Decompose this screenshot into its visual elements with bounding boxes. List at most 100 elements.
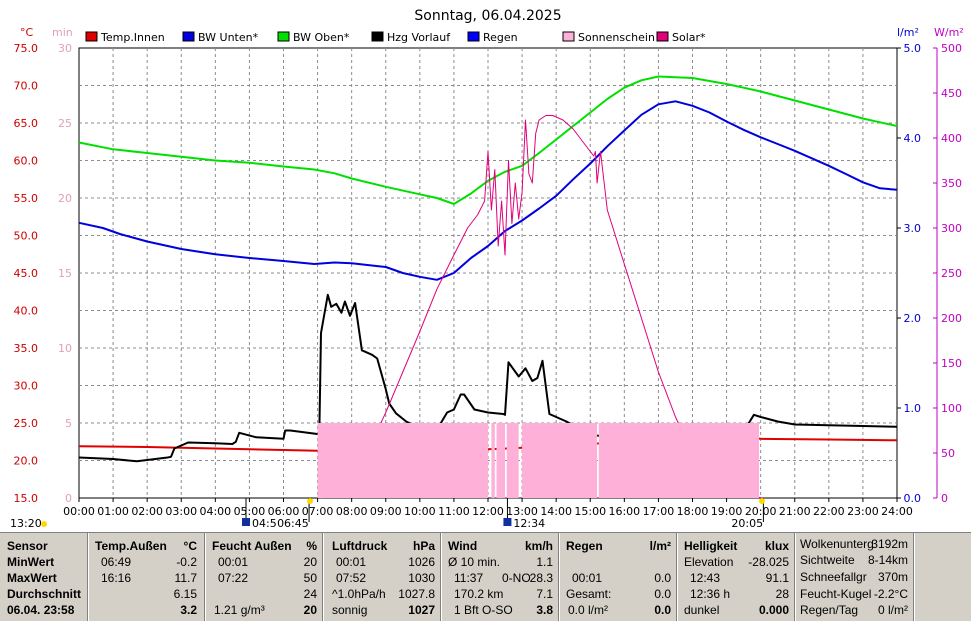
legend-swatch	[85, 31, 98, 42]
temp-tick-label: 25.0	[14, 417, 39, 430]
brightness-status: dunkel	[684, 603, 720, 617]
x-tick-label: 17:00	[643, 505, 675, 518]
sunshine-bar	[506, 423, 519, 498]
sunshine-value: 28	[775, 587, 789, 601]
wind-column: Wind km/h Ø 10 min. 1.1 11:37 0-NO 28.3 170.…	[442, 533, 560, 621]
sensor-column: Sensor MinWert MaxWert Durchschnitt 06.0…	[0, 533, 89, 621]
legend-label: BW Unten*	[198, 31, 259, 44]
temp-tick-label: 15.0	[14, 492, 39, 505]
event-time-label: 20:05	[731, 517, 763, 530]
humidity-current: 20	[303, 603, 317, 617]
temp-tick-label: 75.0	[14, 42, 39, 55]
pressure-column: Luftdruck hPa 00:01 1026 07:52 1030 ^1.0hPa…	[324, 533, 442, 621]
wind-max-time: 11:37	[454, 571, 484, 585]
x-tick-label: 20:00	[745, 505, 777, 518]
rain-title: Regen	[566, 539, 603, 553]
elevation-value: -28.025	[748, 555, 789, 569]
brightness-column: Helligkeit klux Elevation -28.025 12:43 91.…	[678, 533, 796, 621]
elevation-label: Elevation	[684, 555, 734, 569]
sensor-summary-panel: Sensor MinWert MaxWert Durchschnitt 06.0…	[0, 532, 971, 621]
event-marker-icon	[242, 518, 251, 526]
humidity-min: 20	[303, 555, 317, 569]
rain-per-day: 0 l/m²	[878, 603, 908, 617]
humidity-max-time: 07:22	[218, 571, 249, 585]
x-tick-label: 08:00	[336, 505, 368, 518]
sunshine-bar	[496, 423, 506, 498]
solar-tick-label: 500	[941, 42, 962, 55]
visibility-label: Sichtweite	[800, 553, 855, 567]
sensor-title: Sensor	[7, 539, 48, 553]
legend-label: BW Oben*	[293, 31, 350, 44]
pressure-max-time: 07:52	[336, 571, 367, 585]
minutes-tick-label: 20	[58, 192, 72, 205]
temp-tick-label: 65.0	[14, 117, 39, 130]
humidity-min-time: 00:01	[218, 555, 249, 569]
rain-tick-label: 5.0	[904, 42, 922, 55]
absolute-humidity: 1.21 g/m³	[214, 603, 265, 617]
minutes-tick-label: 10	[58, 342, 72, 355]
x-tick-label: 00:00	[63, 505, 95, 518]
pressure-min-time: 00:01	[336, 555, 367, 569]
legend-swatch	[182, 31, 195, 42]
x-tick-label: 19:00	[711, 505, 743, 518]
minutes-tick-label: 0	[65, 492, 72, 505]
x-tick-label: 15:00	[574, 505, 606, 518]
rain-tick-label: 4.0	[904, 132, 922, 145]
max-label: MaxWert	[7, 571, 57, 585]
solar-tick-label: 0	[941, 492, 948, 505]
rain-day-note: 0.0 l/m²	[568, 603, 609, 617]
brightness-current: 0.000	[758, 603, 789, 617]
x-tick-label: 14:00	[540, 505, 572, 518]
visibility: 8-14km	[867, 553, 908, 567]
event-time-label: 12:34	[513, 517, 545, 530]
rain-tick-label: 3.0	[904, 222, 922, 235]
rain-tick-label: 1.0	[904, 402, 922, 415]
wind-max: 28.3	[529, 571, 553, 585]
temp-tick-label: 45.0	[14, 267, 39, 280]
rain-unit: l/m²	[649, 539, 671, 553]
x-tick-label: 05:00	[234, 505, 266, 518]
x-tick-label: 24:00	[881, 505, 913, 518]
temp-avg: 6.15	[173, 587, 197, 601]
event-time-label: 13:20	[10, 517, 42, 530]
solar-tick-label: 250	[941, 267, 962, 280]
solar-unit-label: W/m²	[934, 26, 964, 39]
legend-swatch	[656, 31, 669, 42]
wind-avg: 1.1	[536, 555, 553, 569]
wind-day-avg: 7.1	[536, 587, 553, 601]
legend-swatch	[371, 31, 384, 42]
minutes-tick-label: 5	[65, 417, 72, 430]
wind-beaufort: 1 Bft O-SO	[454, 603, 513, 617]
brightness-title: Helligkeit	[684, 539, 738, 553]
sunshine-bar	[522, 423, 598, 498]
temp-tick-label: 20.0	[14, 455, 39, 468]
wind-max-direction: 0-NO	[502, 571, 531, 585]
solar-tick-label: 200	[941, 312, 962, 325]
temp-unit-label: °C	[20, 26, 34, 39]
sunrise-marker	[307, 498, 313, 504]
min-label: MinWert	[7, 555, 55, 569]
temp-min-time: 06:49	[101, 555, 132, 569]
rain-total: 0.0	[654, 587, 671, 601]
x-tick-label: 07:00	[302, 505, 334, 518]
rain-unit-label: l/m²	[897, 26, 919, 39]
temp-unit: °C	[183, 539, 197, 553]
temp-current: 3.2	[180, 603, 197, 617]
rain-tick-label: 0.0	[904, 492, 922, 505]
snowline: 370m	[877, 570, 908, 584]
humidity-title: Feucht Außen	[212, 539, 292, 553]
legend-label: Temp.Innen	[100, 31, 165, 44]
sunshine-bar	[598, 423, 759, 498]
temp-title: Temp.Außen	[95, 539, 167, 553]
legend-label: Sonnenschein	[578, 31, 655, 44]
temp-tick-label: 55.0	[14, 192, 39, 205]
x-tick-label: 18:00	[677, 505, 709, 518]
wind-distance: 170.2 km	[454, 587, 504, 601]
temp-tick-label: 35.0	[14, 342, 39, 355]
temp-tick-label: 60.0	[14, 155, 39, 168]
legend-label: Hzg Vorlauf	[387, 31, 451, 44]
avg-label: Durchschnitt	[7, 587, 82, 601]
temp-max: 11.7	[174, 571, 197, 585]
temp-tick-label: 30.0	[14, 380, 39, 393]
pressure-title: Luftdruck	[332, 539, 388, 553]
